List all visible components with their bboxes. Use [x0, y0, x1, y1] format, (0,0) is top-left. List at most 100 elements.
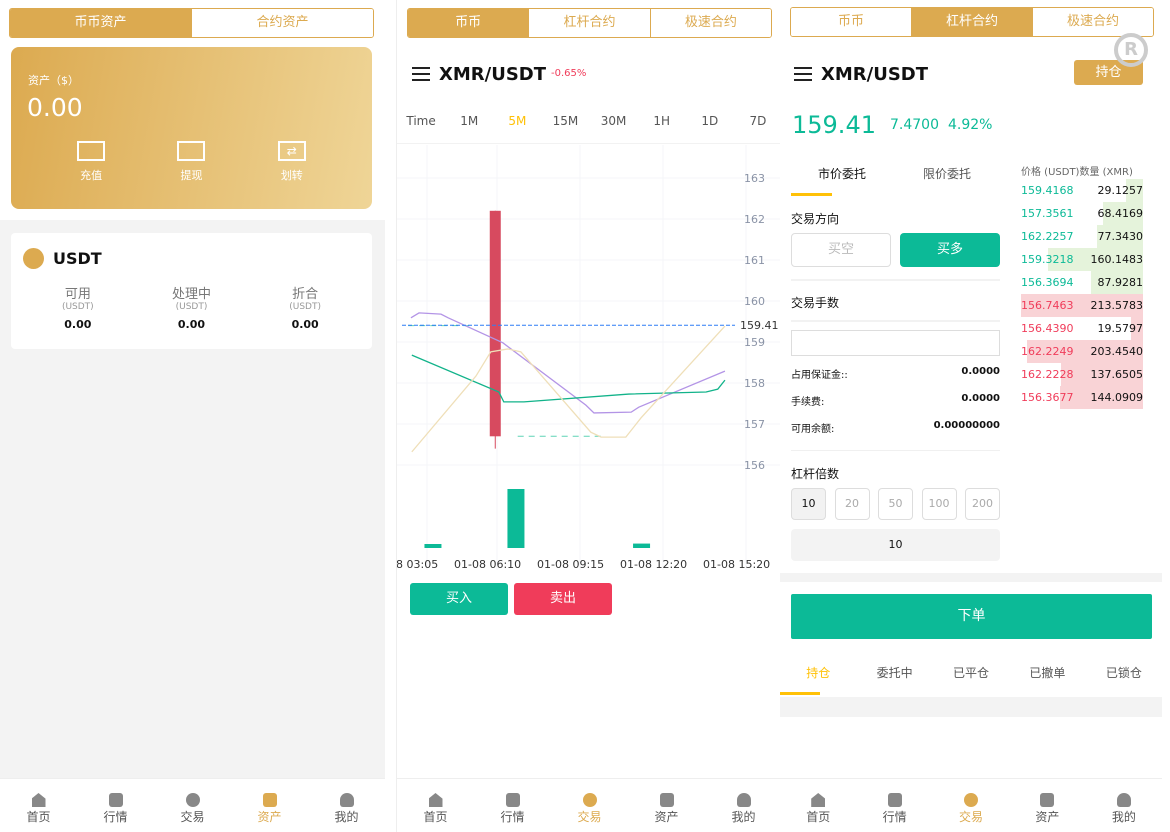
nav-market[interactable]: 行情: [856, 779, 932, 832]
nav-profile[interactable]: 我的: [308, 779, 385, 832]
chart-icon: [108, 793, 123, 807]
coin-name: USDT: [53, 249, 102, 268]
interval-tab[interactable]: 1D: [701, 114, 719, 128]
nav-profile[interactable]: 我的: [1086, 779, 1162, 832]
bid-row[interactable]: 156.4390 19.5797: [1021, 317, 1143, 340]
nav-trade[interactable]: 交易: [154, 779, 231, 832]
bid-row[interactable]: 156.7463 213.5783: [1021, 294, 1143, 317]
interval-tab[interactable]: 5M: [508, 114, 527, 128]
nav-trade[interactable]: 交易: [933, 779, 1009, 832]
depth-bar: [1096, 225, 1143, 248]
nav-assets[interactable]: 资产: [628, 779, 705, 832]
leverage-option-200[interactable]: 200: [965, 488, 1000, 520]
tab-spot-assets[interactable]: 币币资产: [10, 9, 191, 37]
tab-contract-assets[interactable]: 合约资产: [191, 9, 373, 37]
leverage-option-50[interactable]: 50: [878, 488, 913, 520]
candle-body: [489, 210, 501, 437]
home-icon: [31, 793, 46, 807]
leverage-option-100[interactable]: 100: [921, 488, 957, 520]
nav-trade[interactable]: 交易: [551, 779, 628, 832]
equivalent-value: 0.00: [291, 318, 319, 331]
x-tick-label: 01-08 09:15: [537, 558, 604, 571]
quantity-input[interactable]: [791, 330, 1000, 356]
ask-row[interactable]: 157.3561 68.4169: [1021, 202, 1143, 225]
position-tab[interactable]: 已撤单: [1029, 666, 1066, 680]
leverage-option-10[interactable]: 10: [791, 488, 826, 520]
position-tab[interactable]: 委托中: [876, 666, 913, 680]
processing-value: 0.00: [177, 318, 206, 331]
bid-row[interactable]: 156.3677 144.0909: [1021, 386, 1143, 409]
tab-spot[interactable]: 币币: [791, 8, 911, 36]
position-tabs: 持仓 委托中 已平仓 已撤单 已锁仓: [780, 658, 1162, 698]
user-icon: [1116, 793, 1131, 807]
buy-long-button[interactable]: 买多: [900, 233, 1000, 267]
leverage-value[interactable]: 10: [791, 529, 1000, 561]
deposit-button[interactable]: 充值: [61, 141, 121, 183]
exchange-icon: [185, 793, 200, 807]
tab-limit-order[interactable]: 限价委托: [923, 167, 972, 181]
quantity-label: 交易手数: [791, 296, 840, 310]
volume-bar: [507, 489, 525, 548]
menu-icon[interactable]: [794, 67, 812, 81]
buy-button[interactable]: 买入: [410, 583, 508, 615]
direction-label: 交易方向: [791, 212, 840, 226]
interval-tab[interactable]: 15M: [552, 114, 579, 128]
price-header: 价格 (USDT): [1021, 167, 1080, 178]
bottom-nav: 首页 行情 交易 资产 我的: [0, 778, 385, 832]
position-tab[interactable]: 已平仓: [953, 666, 990, 680]
interval-tab[interactable]: 1H: [653, 114, 671, 128]
ma-line: [410, 312, 726, 414]
interval-tab[interactable]: 1M: [460, 114, 479, 128]
tab-market-order[interactable]: 市价委托: [818, 167, 867, 181]
ma-line: [411, 325, 726, 453]
transfer-button[interactable]: ⇄ 划转: [262, 141, 322, 183]
tab-fast-contract[interactable]: 极速合约: [1032, 8, 1153, 36]
interval-tab[interactable]: Time: [406, 114, 436, 128]
sell-short-button[interactable]: 买空: [791, 233, 891, 267]
ask-row[interactable]: 162.2257 77.3430: [1021, 225, 1143, 248]
nav-market[interactable]: 行情: [474, 779, 551, 832]
info-value: 0.0000: [961, 393, 1000, 404]
ask-row[interactable]: 156.3694 87.9281: [1021, 271, 1143, 294]
tab-leverage[interactable]: 杠杆合约: [528, 9, 650, 37]
depth-bar: [1047, 248, 1143, 271]
kline-chart[interactable]: 163 162 161 160 159 158 157 156 159.41 8 03:05 01-…: [397, 145, 782, 575]
order-qty: 19.5797: [1097, 322, 1144, 335]
interval-tab[interactable]: 7D: [749, 114, 767, 128]
position-tab[interactable]: 已锁仓: [1105, 666, 1142, 680]
tab-spot[interactable]: 币币: [408, 9, 529, 37]
last-price-label: 159.41: [740, 319, 779, 332]
menu-icon[interactable]: [412, 67, 430, 81]
tab-leverage[interactable]: 杠杆合约: [911, 8, 1032, 36]
ask-row[interactable]: 159.4168 29.1257: [1021, 179, 1143, 202]
tab-fast-contract[interactable]: 极速合约: [649, 9, 771, 37]
equivalent-label: 折合: [292, 287, 319, 302]
order-qty: 144.0909: [1090, 391, 1144, 404]
ask-row[interactable]: 159.3218 160.1483: [1021, 248, 1143, 271]
user-icon: [736, 793, 751, 807]
nav-profile[interactable]: 我的: [705, 779, 782, 832]
exchange-icon: [964, 793, 979, 807]
leverage-option-20[interactable]: 20: [834, 488, 870, 520]
nav-market[interactable]: 行情: [77, 779, 154, 832]
nav-home[interactable]: 首页: [780, 779, 856, 832]
coin-card[interactable]: USDT 可用 (USDT) 0.00 处理中 (USDT) 0.00 折合 (USDT)…: [11, 233, 372, 349]
processing-label: 处理中: [171, 287, 211, 302]
bid-row[interactable]: 162.2228 137.6505: [1021, 363, 1143, 386]
nav-home[interactable]: 首页: [397, 779, 474, 832]
depth-bar: [1021, 294, 1143, 317]
nav-assets[interactable]: 资产: [231, 779, 308, 832]
interval-tab[interactable]: 30M: [600, 114, 627, 128]
home-icon: [811, 793, 826, 807]
depth-bar: [1027, 340, 1143, 363]
y-tick-label: 160: [744, 295, 765, 308]
asset-card: 资产（$） 0.00 充值 提现 ⇄ 划转: [11, 47, 372, 209]
nav-assets[interactable]: 资产: [1009, 779, 1085, 832]
bid-row[interactable]: 162.2249 203.4540: [1021, 340, 1143, 363]
position-tab[interactable]: 持仓: [806, 666, 831, 680]
bottom-nav: 首页 行情 交易 资产 我的: [397, 778, 782, 832]
nav-home[interactable]: 首页: [0, 779, 77, 832]
withdraw-button[interactable]: 提现: [161, 141, 221, 183]
sell-button[interactable]: 卖出: [514, 583, 612, 615]
place-order-button[interactable]: 下单: [791, 594, 1152, 639]
